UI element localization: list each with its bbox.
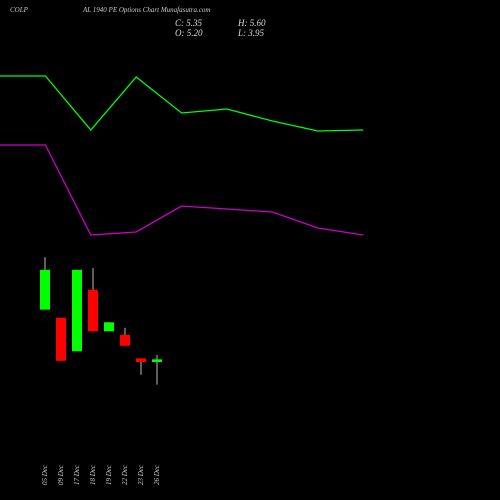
x-tick-label: 18 Dec xyxy=(89,464,97,485)
candle-body xyxy=(152,359,162,363)
candle-body xyxy=(40,269,50,310)
chart-title-left: COLP xyxy=(10,6,29,14)
candle-body xyxy=(120,334,130,346)
summary-high: H: 5.60 xyxy=(237,18,266,28)
x-tick-label: 26 Dec xyxy=(153,464,161,485)
chart-title: AL 1940 PE Options Chart Munafasutra.com xyxy=(82,6,210,14)
summary-low: L: 3.95 xyxy=(237,28,265,38)
candle-body xyxy=(56,317,66,361)
indicator-line xyxy=(0,144,364,236)
summary-close: C: 5.35 xyxy=(175,18,203,28)
summary-open: O: 5.20 xyxy=(175,28,203,38)
candle-body xyxy=(136,358,146,363)
x-tick-label: 09 Dec xyxy=(57,464,65,485)
x-tick-label: 22 Dec xyxy=(121,464,129,485)
candle-body xyxy=(88,289,98,332)
candle-body xyxy=(72,269,82,352)
x-tick-label: 23 Dec xyxy=(137,464,145,485)
x-tick-label: 19 Dec xyxy=(105,464,113,485)
x-tick-label: 17 Dec xyxy=(73,464,81,485)
candle-body xyxy=(104,322,114,332)
indicator-line xyxy=(0,75,364,132)
x-tick-label: 05 Dec xyxy=(41,464,49,485)
